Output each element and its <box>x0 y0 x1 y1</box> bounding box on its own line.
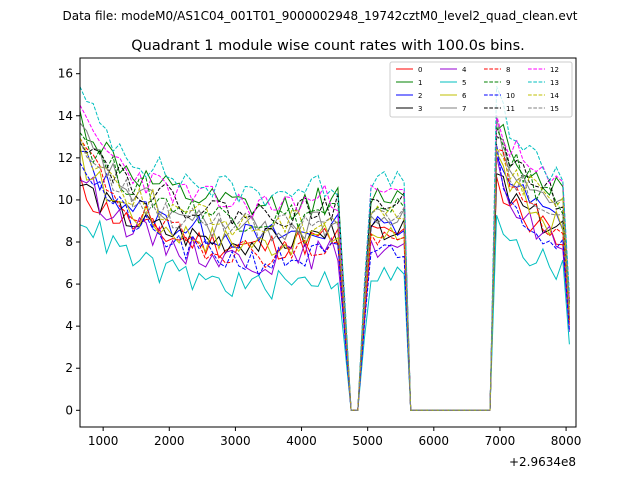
y-tick-label: 0 <box>65 403 73 417</box>
legend-label-13: 13 <box>550 79 559 87</box>
series-line-8 <box>79 138 570 411</box>
x-tick-label: 1000 <box>88 434 119 448</box>
y-tick-label: 2 <box>65 361 73 375</box>
x-tick-label: 4000 <box>286 434 317 448</box>
legend-label-9: 9 <box>506 79 510 87</box>
legend-label-4: 4 <box>462 66 467 74</box>
chart-title: Quadrant 1 module wise count rates with … <box>131 38 525 54</box>
legend-frame <box>389 61 573 118</box>
y-tick-label: 16 <box>58 67 73 81</box>
x-axis: 1000 2000 3000 4000 5000 6000 7000 8000 <box>88 427 581 448</box>
legend-label-0: 0 <box>418 66 422 74</box>
y-tick-label: 12 <box>58 151 73 165</box>
legend-label-5: 5 <box>462 79 466 87</box>
legend-label-10: 10 <box>506 92 515 100</box>
x-tick-label: 2000 <box>154 434 185 448</box>
x-tick-label: 8000 <box>551 434 582 448</box>
legend-label-7: 7 <box>462 105 466 113</box>
legend-label-15: 15 <box>550 105 559 113</box>
y-tick-label: 10 <box>58 193 73 207</box>
series-line-14 <box>79 137 570 411</box>
x-tick-label: 7000 <box>485 434 516 448</box>
x-offset-text: +2.9634e8 <box>509 455 576 469</box>
legend-label-14: 14 <box>550 92 559 100</box>
series-line-9 <box>79 126 570 411</box>
legend-label-6: 6 <box>462 92 467 100</box>
series-line-10 <box>79 144 570 411</box>
suptitle: Data file: modeM0/AS1C04_001T01_90000029… <box>62 9 577 23</box>
legend-label-8: 8 <box>506 66 510 74</box>
legend-label-3: 3 <box>418 105 422 113</box>
x-tick-label: 3000 <box>220 434 251 448</box>
y-tick-label: 14 <box>58 109 73 123</box>
y-tick-label: 6 <box>65 277 73 291</box>
legend-label-11: 11 <box>506 105 515 113</box>
series-line-15 <box>79 136 570 411</box>
x-tick-label: 5000 <box>352 434 383 448</box>
y-axis: 0 2 4 6 8 10 12 14 16 <box>58 67 80 417</box>
legend-label-2: 2 <box>418 92 422 100</box>
legend-label-12: 12 <box>550 66 559 74</box>
y-tick-label: 4 <box>65 319 73 333</box>
legend-label-1: 1 <box>418 79 422 87</box>
series-layer <box>79 86 570 411</box>
x-tick-label: 6000 <box>419 434 450 448</box>
y-tick-label: 8 <box>65 235 73 249</box>
